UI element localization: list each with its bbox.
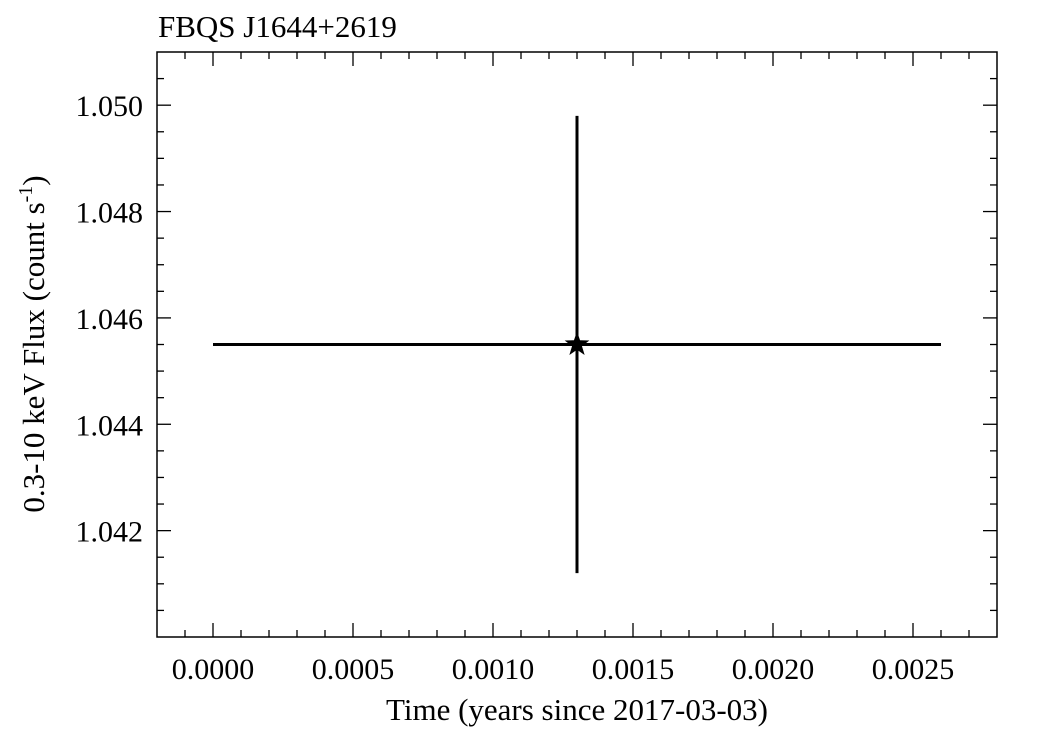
data-points xyxy=(213,115,941,574)
y-tick-label: 1.042 xyxy=(76,516,144,549)
x-axis-label: Time (years since 2017-03-03) xyxy=(386,692,768,727)
y-axis-label: 0.3-10 keV Flux (count s-1) xyxy=(15,175,51,512)
x-tick-label: 0.0020 xyxy=(732,653,815,686)
x-tick-label: 0.0025 xyxy=(872,653,955,686)
y-tick-labels: 1.042 1.044 1.046 1.048 1.050 xyxy=(76,90,144,548)
y-axis-label-exponent: -1 xyxy=(15,186,37,203)
y-axis-label-main: 0.3-10 keV Flux (count s xyxy=(16,202,51,512)
x-tick-label: 0.0010 xyxy=(452,653,535,686)
x-tick-label: 0.0005 xyxy=(312,653,395,686)
y-tick-label: 1.048 xyxy=(76,197,144,230)
x-tick-label: 0.0000 xyxy=(172,653,255,686)
axis-ticks xyxy=(157,52,997,637)
y-axis-label-close: ) xyxy=(16,175,51,185)
star-marker xyxy=(564,331,590,356)
y-tick-label: 1.044 xyxy=(76,409,144,442)
y-tick-label: 1.046 xyxy=(76,303,144,336)
y-tick-label: 1.050 xyxy=(76,90,144,123)
x-tick-label: 0.0015 xyxy=(592,653,675,686)
x-tick-labels: 0.0000 0.0005 0.0010 0.0015 0.0020 0.0025 xyxy=(172,653,955,686)
chart-title: FBQS J1644+2619 xyxy=(158,9,397,44)
